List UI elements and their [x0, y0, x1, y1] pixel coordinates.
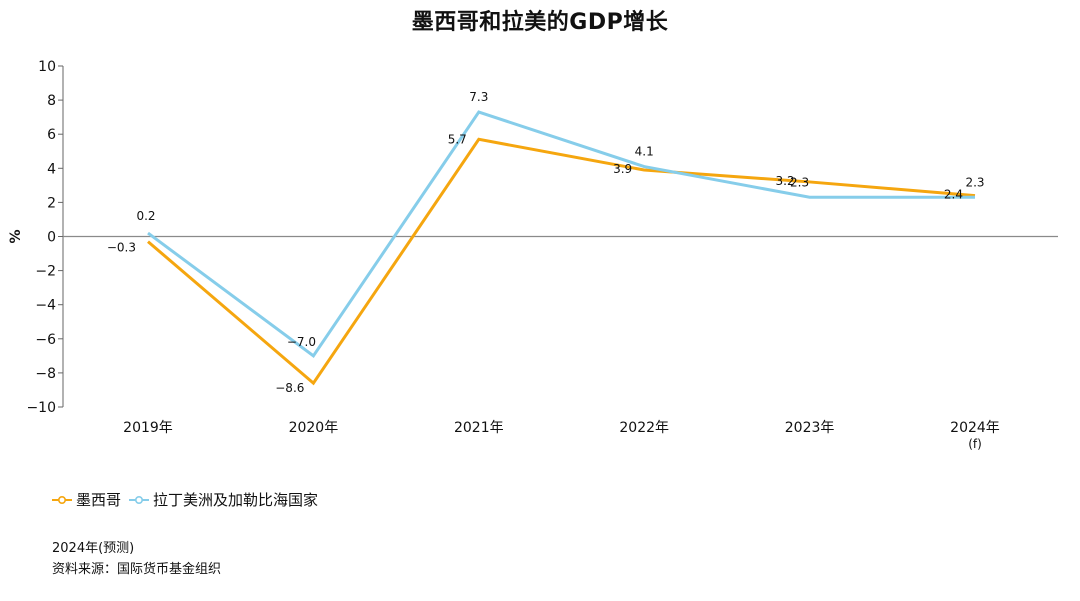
forecast-note: 2024年(预测)	[52, 541, 135, 556]
x-tick-label: 2022年	[619, 420, 669, 436]
x-tick-label: 2023年	[785, 420, 835, 436]
data-label-mexico: 3.2	[776, 174, 795, 188]
data-label-latam: 2.3	[790, 175, 809, 189]
y-tick-label: 6	[47, 127, 56, 143]
data-label-latam: 4.1	[635, 145, 654, 159]
y-tick-label: −10	[26, 400, 56, 416]
data-label-mexico: 2.4	[944, 188, 963, 202]
y-tick-label: 2	[47, 195, 56, 211]
legend-item-latam: 拉丁美洲及加勒比海国家	[129, 489, 318, 510]
y-tick-label: −8	[35, 366, 56, 382]
y-tick-label: −4	[35, 298, 56, 314]
chart-legend: 墨西哥 拉丁美洲及加勒比海国家	[52, 489, 326, 510]
x-tick-label: 2019年	[123, 420, 173, 436]
x-tick-label: 2020年	[289, 420, 339, 436]
y-tick-label: −2	[35, 264, 56, 280]
data-label-mexico: 3.9	[613, 162, 632, 176]
y-tick-label: −6	[35, 332, 56, 348]
data-label-latam: 2.3	[965, 175, 984, 189]
y-tick-label: 0	[47, 230, 56, 246]
x-tick-note: (f)	[968, 437, 982, 451]
x-tick-label: 2021年	[454, 420, 504, 436]
series-line-latam	[147, 110, 975, 358]
footnotes: 2024年(预测) 资料来源：国际货币基金组织	[52, 538, 221, 580]
legend-item-mexico: 墨西哥	[52, 489, 121, 510]
y-tick-label: 10	[38, 59, 56, 75]
data-label-latam: 0.2	[136, 209, 155, 223]
chart-title: 墨西哥和拉美的GDP增长	[411, 10, 669, 35]
legend-label-mexico: 墨西哥	[76, 491, 122, 509]
y-tick-label: 4	[47, 161, 56, 177]
x-tick-label: 2024年	[950, 420, 1000, 436]
data-label-latam: 7.3	[469, 90, 488, 104]
data-label-latam: −7.0	[287, 335, 316, 349]
legend-label-latam: 拉丁美洲及加勒比海国家	[153, 491, 319, 509]
y-tick-label: 8	[47, 93, 56, 109]
series-line-mexico	[147, 137, 976, 386]
y-axis-title: %	[8, 229, 24, 243]
data-label-mexico: −8.6	[275, 381, 304, 395]
source-note: 资料来源：国际货币基金组织	[52, 562, 222, 577]
legend-swatch-latam	[129, 495, 150, 504]
data-label-mexico: −0.3	[107, 241, 136, 255]
data-label-mexico: 5.7	[448, 132, 467, 146]
legend-swatch-mexico	[52, 495, 72, 504]
